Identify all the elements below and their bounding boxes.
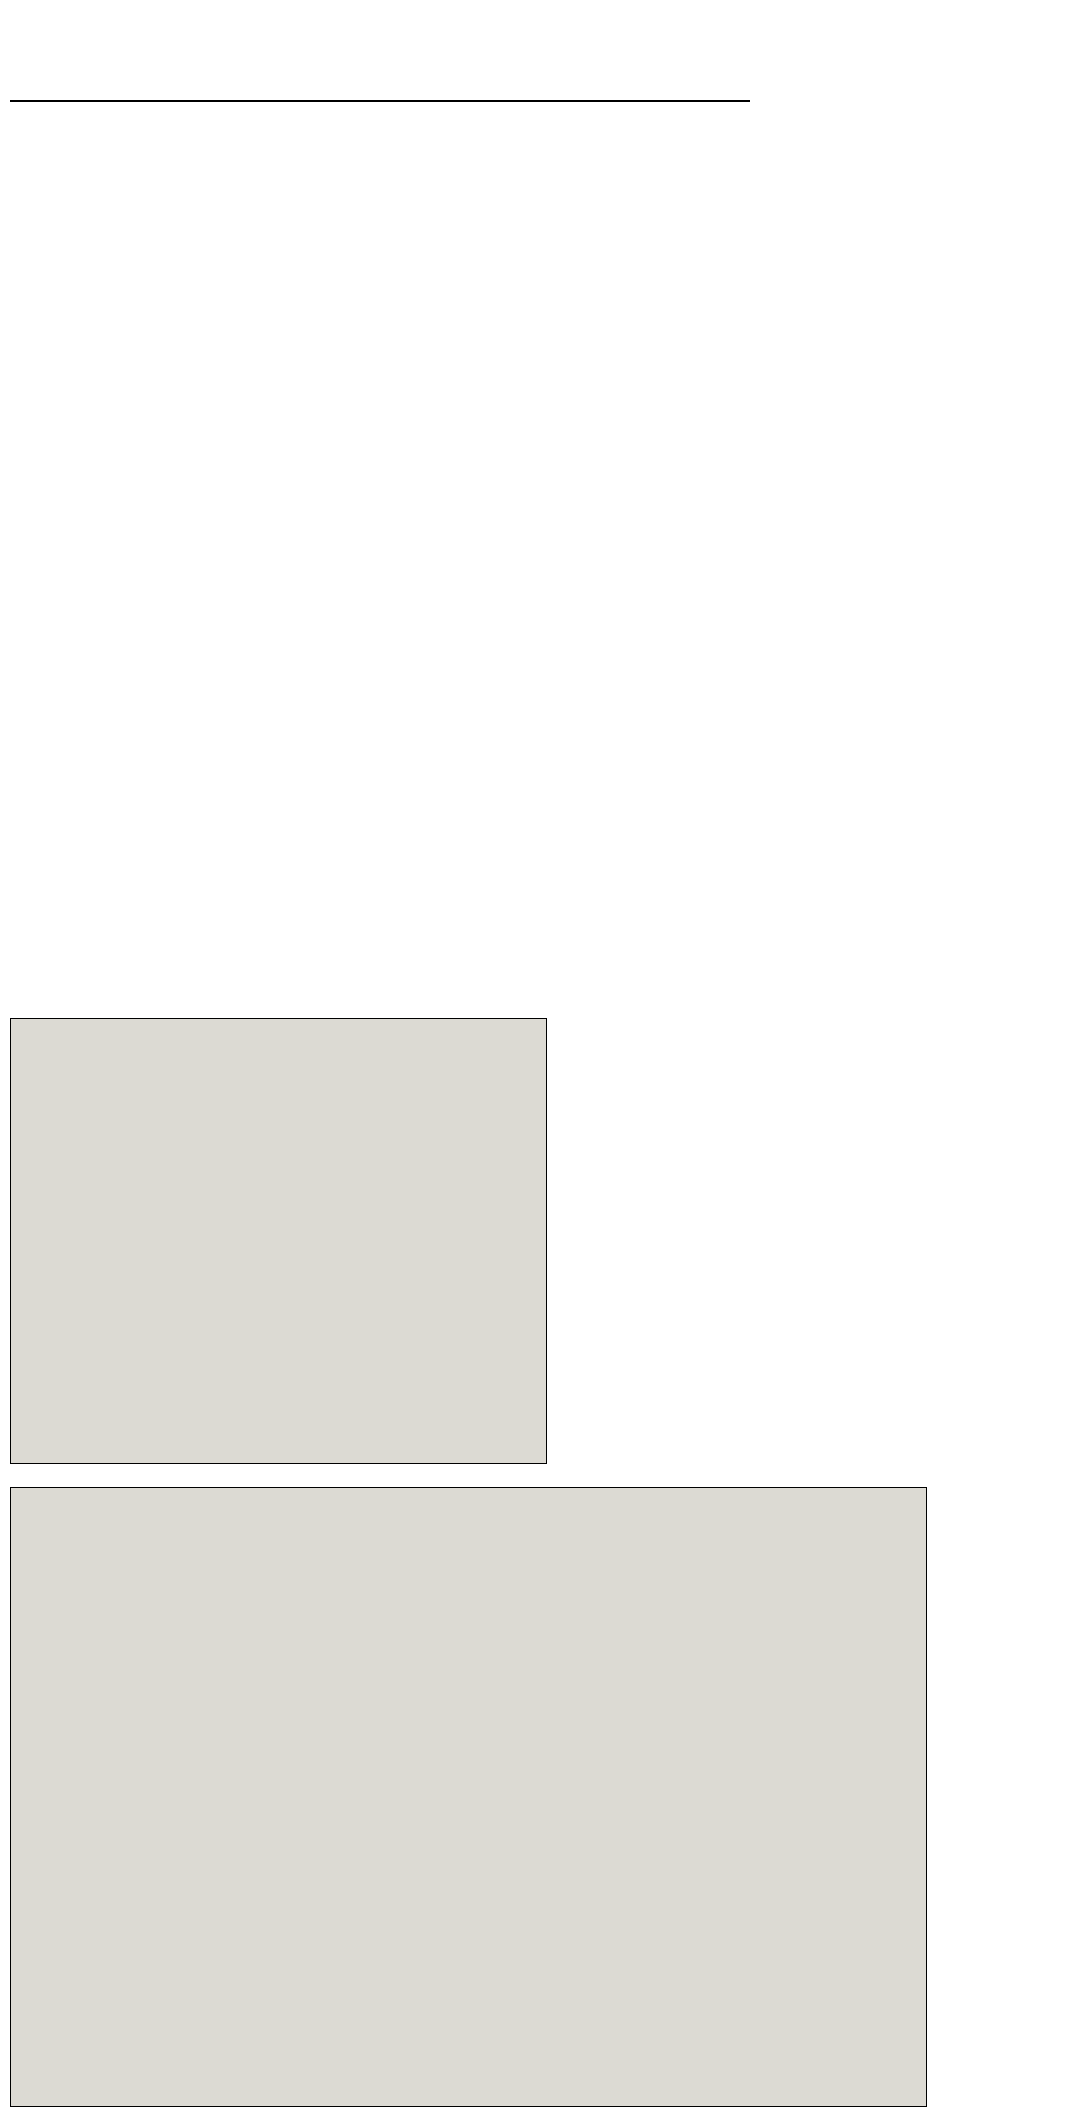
participants-table — [10, 100, 750, 102]
bracket-final-2 — [10, 1487, 927, 2107]
bracket-final-1 — [10, 1018, 547, 1464]
